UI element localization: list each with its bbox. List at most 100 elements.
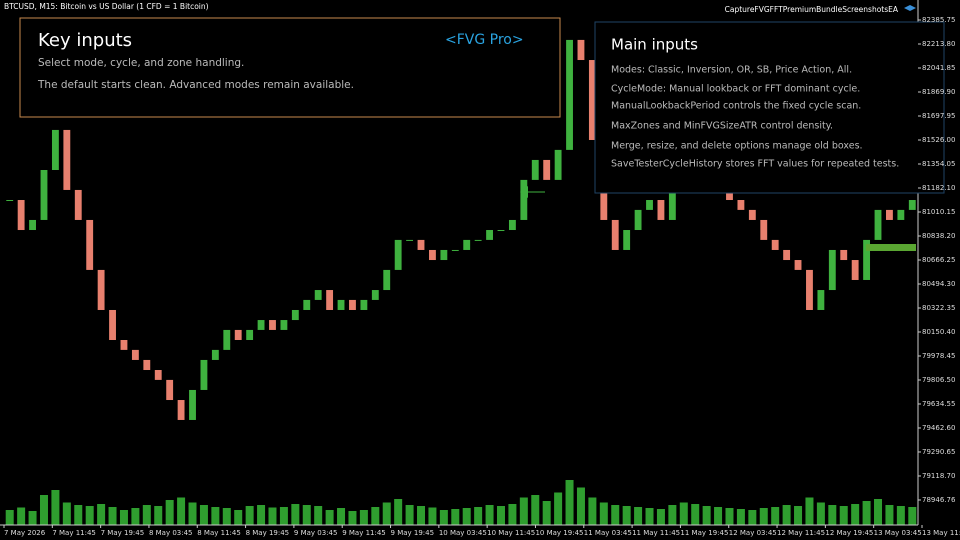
candle — [337, 299, 345, 310]
candle — [554, 149, 562, 180]
volume-bar — [245, 506, 254, 525]
panel-line: MaxZones and MinFVGSizeATR control densi… — [611, 121, 833, 132]
candle — [566, 39, 573, 150]
volume-bar — [302, 505, 311, 525]
candle — [840, 249, 848, 261]
y-tick-label: 81010.15 — [922, 208, 955, 216]
candle — [908, 200, 916, 210]
volume-bar — [62, 502, 71, 525]
x-tick-label: 12 May 03:45 — [729, 529, 777, 537]
volume-bar — [588, 497, 597, 525]
candle — [394, 239, 402, 270]
candle — [634, 209, 642, 231]
candle — [897, 209, 905, 220]
panel-line: Merge, resize, and delete options manage… — [611, 141, 863, 152]
x-tick-label: 7 May 19:45 — [101, 529, 145, 537]
volume-bar — [748, 510, 757, 525]
symbol-label: BTCUSD, M15: Bitcoin vs US Dollar (1 CFD… — [4, 2, 209, 11]
y-tick-label: 80150.40 — [922, 328, 955, 336]
volume-bar — [348, 511, 357, 525]
x-tick-label: 13 May 03:45 — [874, 529, 922, 537]
panel-title: Key inputs — [38, 30, 132, 51]
candle — [246, 329, 254, 340]
volume-bar — [645, 508, 654, 525]
volume-bar — [851, 504, 860, 525]
panel-line: ManualLookbackPeriod controls the fixed … — [611, 101, 861, 112]
right-panel: Main inputs Modes: Classic, Inversion, O… — [594, 21, 945, 194]
y-tick-label: 82213.80 — [922, 40, 955, 48]
candle — [86, 219, 94, 270]
volume-bar — [439, 510, 448, 525]
x-tick-label: 7 May 11:45 — [52, 529, 96, 537]
volume-bar — [394, 499, 403, 525]
volume-bar — [759, 508, 768, 525]
candle — [371, 290, 379, 300]
candle — [646, 200, 653, 210]
candle — [440, 249, 448, 261]
volume-bar — [862, 501, 871, 525]
volume-bar — [222, 508, 231, 525]
volume-bar — [325, 510, 334, 525]
volume-bar — [691, 504, 700, 525]
volume-bar — [188, 502, 197, 525]
volume-bar — [908, 507, 917, 525]
volume-bar — [154, 506, 163, 525]
candle — [360, 299, 368, 310]
volume-bar — [417, 506, 426, 525]
panel-line: The default starts clean. Advanced modes… — [37, 79, 354, 91]
candle — [177, 400, 185, 420]
panel-line: CycleMode: Manual lookback or FFT domina… — [611, 84, 860, 95]
candle — [863, 239, 871, 280]
y-tick-label: 80322.35 — [922, 304, 955, 312]
volume-bar — [85, 506, 94, 525]
candle — [166, 379, 174, 401]
candle — [668, 189, 676, 220]
volume-bar — [257, 505, 266, 525]
volume-bar — [611, 505, 620, 525]
volume-bar — [51, 490, 60, 525]
volume-bar — [874, 499, 883, 525]
volume-bar — [74, 505, 83, 525]
volume-bar — [679, 502, 688, 525]
volume-bar — [771, 507, 780, 525]
candle — [429, 249, 436, 261]
y-tick-label: 79806.50 — [922, 376, 955, 384]
volume-bar — [234, 510, 243, 525]
candle — [463, 239, 471, 250]
volume-bar — [508, 504, 517, 525]
x-tick-label: 10 May 03:45 — [439, 529, 487, 537]
volume-bar — [371, 507, 380, 525]
ea-name: CaptureFVGFFTPremiumBundleScreenshotsEA — [725, 5, 899, 14]
candle — [17, 200, 25, 231]
volume-bar — [839, 506, 848, 525]
candle — [874, 209, 882, 240]
candle — [51, 129, 59, 170]
candle — [314, 290, 322, 300]
volume-bar — [451, 509, 460, 525]
volume-bar — [131, 508, 140, 525]
volume-bar — [885, 505, 894, 525]
candle — [783, 249, 791, 261]
candle — [189, 389, 196, 420]
candle — [851, 260, 859, 280]
x-tick-label: 8 May 03:45 — [149, 529, 193, 537]
candle — [497, 230, 505, 232]
candle — [748, 209, 756, 220]
y-tick-label: 79634.55 — [922, 400, 955, 408]
candle — [326, 290, 334, 310]
volume-bar — [622, 506, 631, 525]
candle — [143, 359, 151, 371]
volume-bar — [165, 500, 174, 525]
volume-bar — [211, 507, 220, 525]
candle — [257, 320, 265, 330]
volume-bar — [702, 506, 711, 525]
y-tick-label: 81869.90 — [922, 88, 955, 96]
volume-bar — [485, 505, 494, 525]
volume-bar — [199, 505, 208, 525]
volume-bar — [28, 511, 37, 525]
volume-bar — [531, 495, 540, 525]
volume-bar — [97, 504, 106, 525]
x-tick-label: 9 May 19:45 — [391, 529, 435, 537]
volume-bar — [108, 507, 117, 525]
candle — [109, 309, 116, 340]
